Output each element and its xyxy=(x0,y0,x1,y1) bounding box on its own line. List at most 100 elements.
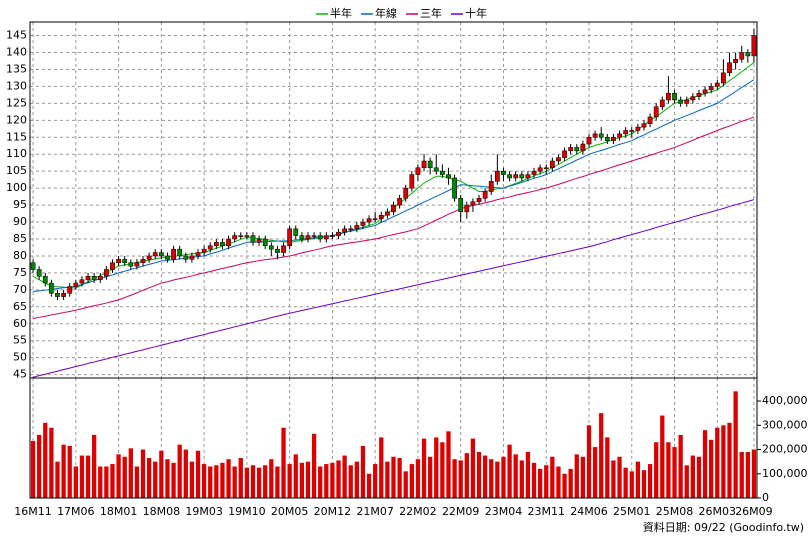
candle-body xyxy=(146,255,152,260)
y-tick-label: 100 xyxy=(6,181,27,194)
volume-bar xyxy=(299,462,304,498)
candle-body xyxy=(67,286,73,294)
volume-bar xyxy=(415,459,421,498)
volume-bar xyxy=(140,449,146,498)
candle-body xyxy=(360,221,366,226)
x-tick-label: 18M01 xyxy=(100,505,138,518)
volume-bar xyxy=(672,447,677,498)
y-tick-label: 75 xyxy=(13,266,27,279)
candle-body xyxy=(201,248,207,253)
volume-bar xyxy=(592,447,598,498)
volume-bar xyxy=(208,466,213,498)
volume-bar xyxy=(366,473,372,498)
volume-bar xyxy=(244,467,250,498)
candle-body xyxy=(476,198,482,202)
volume-bar xyxy=(599,413,604,498)
volume-bar xyxy=(696,456,702,498)
candle-body xyxy=(708,86,714,91)
volume-bar xyxy=(67,445,72,498)
volume-bar xyxy=(605,437,610,498)
candle-body xyxy=(727,62,732,74)
candle-body xyxy=(79,279,85,284)
volume-bar xyxy=(263,465,268,498)
volume-bar xyxy=(489,459,494,498)
candle-body xyxy=(604,137,610,141)
candle-body xyxy=(213,242,219,247)
volume-bar xyxy=(342,455,347,498)
candle-body xyxy=(97,276,103,280)
candle-body xyxy=(103,269,109,277)
volume-bar xyxy=(85,455,91,498)
volume-bar xyxy=(623,467,628,498)
volume-bar xyxy=(238,458,243,498)
volume-bar xyxy=(721,425,726,498)
candle-body xyxy=(262,238,268,247)
volume-bar xyxy=(684,465,689,498)
y2-tick-label: 400,000 xyxy=(762,394,808,407)
volume-bar xyxy=(171,462,176,498)
candle-body xyxy=(311,235,317,237)
volume-bar xyxy=(330,462,335,498)
volume-bar xyxy=(73,466,78,498)
volume-bar xyxy=(464,453,469,498)
candle-body xyxy=(275,248,280,253)
candle-body xyxy=(611,137,616,141)
source-note: 資料日期: 09/22 (Goodinfo.tw) xyxy=(643,520,804,534)
volume-bar xyxy=(226,459,231,498)
candle-body xyxy=(690,96,696,101)
candle-body xyxy=(666,92,671,101)
volume-bar xyxy=(116,454,121,498)
candle-body xyxy=(397,198,402,206)
y-tick-label: 115 xyxy=(6,130,27,143)
candle-body xyxy=(494,170,500,182)
ma-line xyxy=(32,199,755,378)
volume-bar xyxy=(354,461,359,498)
volume-bar xyxy=(55,461,60,498)
y2-tick-label: 100,000 xyxy=(762,467,808,480)
volume-bar xyxy=(501,456,506,498)
y-tick-label: 55 xyxy=(13,334,27,347)
candle-body xyxy=(617,133,622,138)
x-tick-label: 26M09 xyxy=(735,505,773,518)
candle-body xyxy=(48,282,54,294)
volume-bar xyxy=(183,449,188,498)
volume-bar xyxy=(507,444,512,498)
volume-bar xyxy=(269,459,274,498)
volume-bar xyxy=(611,460,616,498)
candle-body xyxy=(733,59,739,63)
volume-bar xyxy=(715,427,720,498)
candle-body xyxy=(61,292,66,297)
candle-body xyxy=(580,143,586,152)
y-tick-label: 120 xyxy=(6,113,27,126)
candle-body xyxy=(647,116,653,124)
candle-body xyxy=(537,167,543,172)
candle-body xyxy=(73,282,79,287)
volume-bar xyxy=(256,467,262,498)
volume-bar xyxy=(92,434,97,498)
volume-bar xyxy=(336,460,341,498)
candle-body xyxy=(415,167,421,175)
x-tick-label: 22M02 xyxy=(399,505,437,518)
volume-bar xyxy=(690,455,695,498)
volume-bar xyxy=(519,460,524,498)
candle-body xyxy=(128,262,134,267)
volume-bar xyxy=(629,471,634,498)
y-tick-label: 95 xyxy=(13,198,27,211)
candle-body xyxy=(702,89,708,94)
candle-body xyxy=(562,150,567,158)
volume-bar xyxy=(146,458,152,498)
candle-body xyxy=(195,252,201,257)
volume-bar xyxy=(709,439,714,498)
volume-bar xyxy=(403,471,408,498)
volume-bar xyxy=(635,461,641,498)
x-tick-label: 20M05 xyxy=(271,505,309,518)
candle-body xyxy=(745,52,751,57)
volume-bar xyxy=(43,422,48,498)
y-tick-label: 70 xyxy=(13,283,27,296)
volume-bar xyxy=(195,450,201,498)
candle-body xyxy=(55,292,60,297)
y-tick-label: 140 xyxy=(6,46,27,59)
y-tick-label: 125 xyxy=(6,96,27,109)
candle-body xyxy=(134,262,140,267)
